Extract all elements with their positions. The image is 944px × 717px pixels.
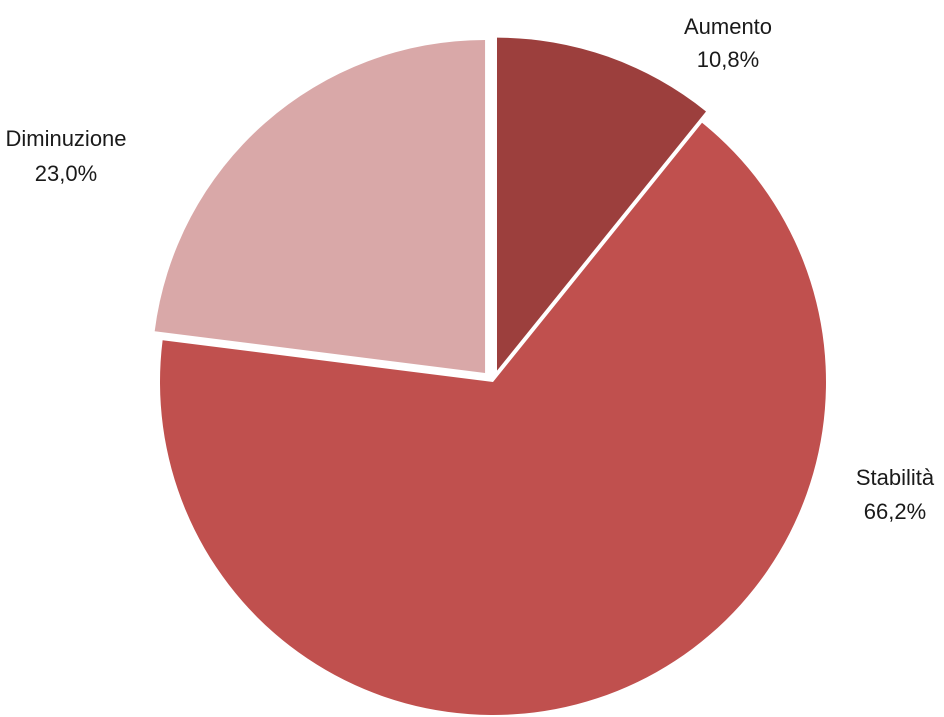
label-stabilita-value: 66,2% — [864, 499, 926, 524]
label-diminuzione-value: 23,0% — [35, 161, 97, 186]
pie-slice-diminuzione — [154, 39, 486, 373]
pie-labels: Aumento 10,8% Stabilità 66,2% Diminuzion… — [5, 14, 934, 524]
label-stabilita-name: Stabilità — [856, 465, 935, 490]
label-aumento-value: 10,8% — [697, 47, 759, 72]
label-aumento-name: Aumento — [684, 14, 772, 39]
pie-slices — [154, 37, 826, 716]
pie-slice-stabilita — [160, 122, 826, 716]
pie-slice-aumento — [496, 37, 707, 371]
label-diminuzione-name: Diminuzione — [5, 126, 126, 151]
